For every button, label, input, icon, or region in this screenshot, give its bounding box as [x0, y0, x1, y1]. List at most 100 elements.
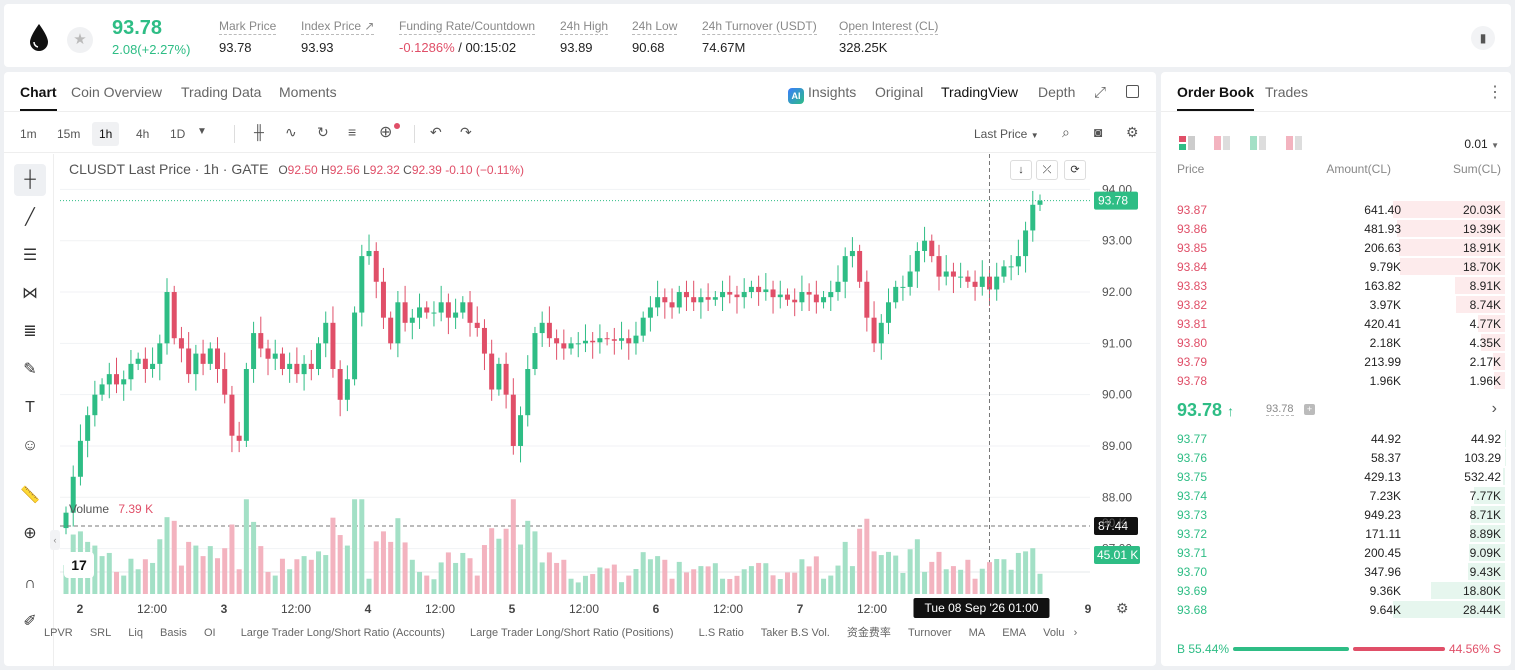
window-icon[interactable] [1126, 85, 1139, 98]
bid-row[interactable]: 93.73 949.23 8.71K [1161, 505, 1511, 524]
view-depth[interactable]: Depth [1038, 84, 1076, 100]
refresh-icon[interactable]: ⟳ [1064, 160, 1086, 180]
arrow-down-icon[interactable]: ↓ [1010, 160, 1032, 180]
text-icon[interactable]: T [25, 399, 35, 416]
favorite-star-icon[interactable]: ★ [67, 27, 93, 53]
emoji-icon[interactable]: ☺ [21, 437, 39, 454]
ask-row[interactable]: 93.84 9.79K 18.70K [1161, 257, 1511, 276]
indicator-lpvr[interactable]: LPVR [44, 627, 73, 639]
candlestick-type-icon[interactable]: ╫ [254, 124, 264, 140]
indicator-oi[interactable]: OI [204, 627, 216, 639]
indicator-ema[interactable]: EMA [1002, 627, 1027, 639]
bid-row[interactable]: 93.71 200.45 9.09K [1161, 543, 1511, 562]
compare-icon[interactable]: ↻ [317, 124, 329, 140]
collapse-toolbar-icon[interactable]: ‹ [50, 530, 60, 550]
bid-row[interactable]: 93.68 9.64K 28.44K [1161, 600, 1511, 619]
ask-row[interactable]: 93.86 481.93 19.39K [1161, 219, 1511, 238]
magnet-icon[interactable]: ∩ [24, 575, 36, 592]
timeframe-1h[interactable]: 1h [92, 122, 120, 146]
tab-order-book[interactable]: Order Book [1177, 84, 1255, 111]
collapse-icon[interactable]: ⤫ [1036, 160, 1058, 180]
indicator-liq[interactable]: Liq [128, 627, 143, 639]
templates-icon[interactable]: ≡ [348, 124, 357, 140]
candle [395, 302, 401, 344]
indicator-ls-ratio[interactable]: L.S Ratio [698, 627, 744, 639]
timeframe-1m[interactable]: 1m [20, 127, 37, 141]
bid-row[interactable]: 93.77 44.92 44.92 [1161, 429, 1511, 448]
horizontal-lines-icon[interactable]: ☰ [22, 247, 38, 264]
last-price-dropdown[interactable]: Last Price ▼ [974, 127, 1039, 141]
brush-icon[interactable]: ✎ [23, 361, 37, 378]
search-icon[interactable]: ⌕ [1062, 124, 1070, 140]
ask-row[interactable]: 93.81 420.41 4.77K [1161, 314, 1511, 333]
view-original[interactable]: Original [875, 84, 924, 100]
ask-row[interactable]: 93.85 206.63 18.91K [1161, 238, 1511, 257]
book-icon[interactable]: ▮ [1471, 26, 1495, 50]
indicator-large-trader-accounts[interactable]: Large Trader Long/Short Ratio (Accounts) [240, 627, 445, 639]
indicator-funding-rate[interactable]: 资金费率 [846, 627, 891, 639]
ask-row[interactable]: 93.82 3.97K 8.74K [1161, 295, 1511, 314]
volume-bar [554, 562, 560, 594]
indicator-srl[interactable]: SRL [89, 627, 112, 639]
undo-icon[interactable]: ↶ [430, 124, 442, 140]
gear-icon[interactable]: ⚙ [1126, 124, 1139, 140]
settings-icon[interactable]: ⚙ [1116, 600, 1129, 616]
ask-row[interactable]: 93.87 641.40 20.03K [1161, 200, 1511, 219]
bid-row[interactable]: 93.76 58.37 103.29 [1161, 448, 1511, 467]
bid-row[interactable]: 93.75 429.13 532.42 [1161, 467, 1511, 486]
book-bids-icon[interactable] [1250, 136, 1266, 150]
fib-icon[interactable]: ≣ [23, 323, 37, 340]
chevron-right-icon[interactable]: › [1491, 400, 1497, 417]
indicator-ma[interactable]: MA [968, 627, 986, 639]
tab-moments[interactable]: Moments [279, 84, 337, 100]
book-both-icon[interactable] [1179, 136, 1195, 150]
tab-trading-data[interactable]: Trading Data [181, 84, 262, 100]
indicator-large-trader-positions[interactable]: Large Trader Long/Short Ratio (Positions… [469, 627, 674, 639]
timeframe-4h[interactable]: 4h [136, 127, 150, 141]
bid-row[interactable]: 93.74 7.23K 7.77K [1161, 486, 1511, 505]
zoom-in-icon[interactable]: ⊕ [23, 525, 37, 542]
price-chart[interactable] [60, 154, 1090, 594]
indicators-icon[interactable]: ∿ [285, 124, 297, 140]
bid-row[interactable]: 93.69 9.36K 18.80K [1161, 581, 1511, 600]
ask-row[interactable]: 93.80 2.18K 4.35K [1161, 333, 1511, 352]
volume-bar [857, 528, 863, 594]
ask-row[interactable]: 93.83 163.82 8.91K [1161, 276, 1511, 295]
candle [907, 271, 913, 287]
timeframe-1d[interactable]: 1D [170, 127, 186, 141]
trend-line-icon[interactable]: ╱ [25, 209, 35, 226]
view-tradingview[interactable]: TradingView [941, 84, 1019, 100]
tab-trades[interactable]: Trades [1265, 84, 1309, 100]
book-asks-icon[interactable] [1214, 136, 1230, 150]
indicator-taker-bs-vol[interactable]: Taker B.S Vol. [760, 627, 830, 639]
timeframe-15m[interactable]: 15m [57, 127, 81, 141]
stat-index-price[interactable]: Index Price ↗ 93.93 [301, 19, 375, 55]
tab-chart[interactable]: Chart [20, 84, 57, 111]
redo-icon[interactable]: ↷ [460, 124, 472, 140]
ask-row[interactable]: 93.79 213.99 2.17K [1161, 352, 1511, 371]
ruler-icon[interactable]: 📏 [20, 487, 40, 504]
candle [835, 281, 841, 293]
more-icon[interactable]: ⋮ [1487, 84, 1503, 101]
indicator-basis[interactable]: Basis [160, 627, 187, 639]
tab-coin-overview[interactable]: Coin Overview [71, 84, 163, 100]
indicator-volume[interactable]: Volu [1043, 627, 1065, 639]
expand-icon[interactable]: ⤢ [1094, 84, 1107, 101]
add-alert-icon[interactable]: ⊕ [379, 124, 393, 141]
book-depth-icon[interactable] [1286, 136, 1302, 150]
camera-icon[interactable]: ◙ [1094, 124, 1103, 140]
bid-row[interactable]: 93.72 171.11 8.89K [1161, 524, 1511, 543]
chevron-down-icon[interactable]: ▼ [197, 126, 207, 137]
chevron-right-icon[interactable]: › [1073, 627, 1078, 639]
insights-button[interactable]: AI Insights [788, 84, 856, 104]
indicator-turnover[interactable]: Turnover [907, 627, 952, 639]
candle [720, 292, 726, 298]
precision-dropdown[interactable]: 0.01 ▼ [1464, 137, 1499, 151]
bid-row[interactable]: 93.70 347.96 9.43K [1161, 562, 1511, 581]
volume-bar [546, 552, 552, 594]
candle [922, 240, 928, 251]
ask-row[interactable]: 93.78 1.96K 1.96K [1161, 371, 1511, 390]
pattern-icon[interactable]: ⋈ [22, 285, 38, 302]
lock-icon[interactable]: ✐ [23, 613, 37, 630]
crosshair-icon[interactable]: ┼ [14, 164, 46, 196]
